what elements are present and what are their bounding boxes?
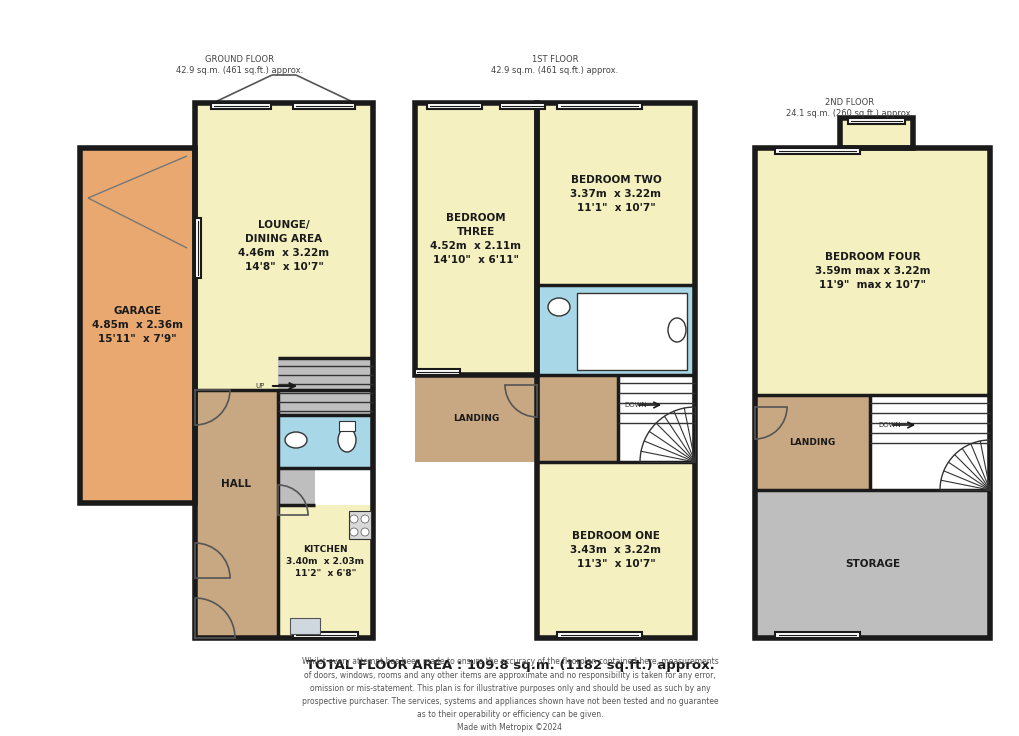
Bar [754,490,989,638]
Bar [774,148,859,154]
Bar [278,358,373,415]
Bar [847,118,904,124]
Text: LANDING: LANDING [789,438,835,447]
Bar [211,103,271,109]
Circle shape [361,515,369,523]
Bar [415,375,536,462]
Bar [556,103,641,109]
Text: HALL: HALL [221,479,252,489]
Text: DOWN: DOWN [877,422,901,428]
Ellipse shape [547,298,570,316]
Bar [556,632,641,638]
Bar [536,103,694,638]
Ellipse shape [284,432,307,448]
Bar [415,375,454,435]
Bar [195,218,201,278]
Text: LOUNGE/
DINING AREA
4.46m  x 3.22m
14'8"  x 10'7": LOUNGE/ DINING AREA 4.46m x 3.22m 14'8" … [238,221,329,272]
Bar [195,103,373,638]
Bar [278,505,373,638]
Text: BEDROOM
THREE
4.52m  x 2.11m
14'10"  x 6'11": BEDROOM THREE 4.52m x 2.11m 14'10" x 6'1… [430,213,521,265]
Text: GROUND FLOOR
42.9 sq.m. (461 sq.ft.) approx.: GROUND FLOOR 42.9 sq.m. (461 sq.ft.) app… [176,54,304,75]
Text: KITCHEN
3.40m  x 2.03m
11'2"  x 6'8": KITCHEN 3.40m x 2.03m 11'2" x 6'8" [286,545,364,578]
Bar [869,395,989,490]
Bar [577,293,687,370]
Bar [774,632,859,638]
Text: BEDROOM FOUR
3.59m max x 3.22m
11'9"  max x 10'7": BEDROOM FOUR 3.59m max x 3.22m 11'9" max… [814,252,929,291]
Bar [195,390,278,638]
Circle shape [350,515,358,523]
Text: DOWN: DOWN [624,402,647,408]
Bar [415,103,536,375]
Ellipse shape [667,318,686,342]
Text: LANDING: LANDING [452,414,498,423]
Bar [536,103,694,285]
Ellipse shape [337,428,356,452]
Text: Whilst every attempt has been made to ensure the accuracy of the floorplan conta: Whilst every attempt has been made to en… [302,657,717,732]
Text: 2ND FLOOR
24.1 sq.m. (260 sq.ft.) approx.: 2ND FLOOR 24.1 sq.m. (260 sq.ft.) approx… [786,98,913,118]
Text: TOTAL FLOOR AREA : 109.8 sq.m. (1182 sq.ft.) approx.: TOTAL FLOOR AREA : 109.8 sq.m. (1182 sq.… [306,659,713,671]
Text: GARAGE
4.85m  x 2.36m
15'11"  x 7'9": GARAGE 4.85m x 2.36m 15'11" x 7'9" [92,306,182,344]
Bar [195,103,373,390]
Circle shape [361,528,369,536]
Bar [415,103,536,375]
Bar [348,511,371,539]
Bar [754,395,869,490]
Bar [499,103,544,109]
Bar [79,148,195,503]
Bar [415,369,460,375]
Text: UP: UP [255,383,264,389]
Bar [292,103,355,109]
Text: BEDROOM ONE
3.43m  x 3.22m
11'3"  x 10'7": BEDROOM ONE 3.43m x 3.22m 11'3" x 10'7" [570,531,661,569]
Text: STORAGE: STORAGE [844,559,899,569]
Bar [278,415,373,468]
Bar [292,632,358,638]
Bar [427,103,482,109]
Bar [338,421,355,431]
Bar [536,375,694,462]
Circle shape [350,528,358,536]
Text: 1ST FLOOR
42.9 sq.m. (461 sq.ft.) approx.: 1ST FLOOR 42.9 sq.m. (461 sq.ft.) approx… [491,54,618,75]
Bar [754,148,989,638]
Text: BEDROOM TWO
3.37m  x 3.22m
11'1"  x 10'7": BEDROOM TWO 3.37m x 3.22m 11'1" x 10'7" [570,175,661,213]
Bar [536,462,694,638]
Bar [79,148,195,503]
Bar [536,285,694,375]
Bar [289,618,320,634]
Bar [278,468,315,505]
Bar [754,148,989,395]
Bar [840,118,912,148]
Bar [618,375,694,462]
Bar [840,118,912,148]
